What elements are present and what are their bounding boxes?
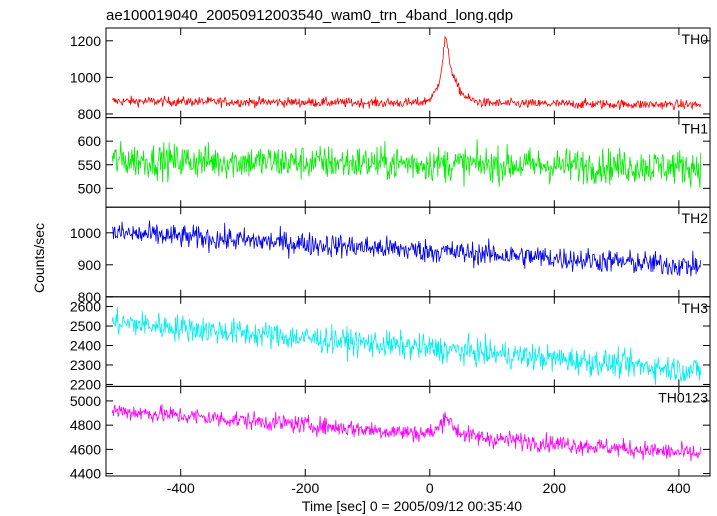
y-tick-label: 4400 bbox=[70, 466, 101, 482]
y-tick-label: 500 bbox=[78, 180, 102, 196]
y-tick-label: 4600 bbox=[70, 441, 101, 457]
y-tick-label: 800 bbox=[78, 289, 102, 305]
x-tick-label: -200 bbox=[291, 480, 319, 496]
y-tick-label: 550 bbox=[78, 157, 102, 173]
series-line-th2 bbox=[111, 220, 702, 277]
y-tick-label: 2500 bbox=[70, 318, 101, 334]
panel-label-th1: TH1 bbox=[682, 121, 709, 137]
x-tick-label: 0 bbox=[426, 480, 434, 496]
y-axis-label: Counts/sec bbox=[31, 223, 47, 293]
y-tick-label: 1200 bbox=[70, 33, 101, 49]
series-line-th1 bbox=[111, 139, 702, 189]
y-tick-label: 2600 bbox=[70, 299, 101, 315]
y-tick-label: 2400 bbox=[70, 337, 101, 353]
y-tick-label: 1000 bbox=[70, 69, 101, 85]
panels: 800 1000 1200 TH0 500 550 600 TH1 800 900 1000 TH2 2… bbox=[70, 27, 711, 496]
panel-label-th2: TH2 bbox=[682, 210, 709, 226]
chart-title: ae100019040_20050912003540_wam0_trn_4ban… bbox=[106, 7, 513, 24]
panel-label-th3: TH3 bbox=[682, 300, 709, 316]
y-tick-label: 5000 bbox=[70, 393, 101, 409]
y-tick-label: 800 bbox=[78, 106, 102, 122]
y-tick-label: 2200 bbox=[70, 376, 101, 392]
x-axis-label: Time [sec] 0 = 2005/09/12 00:35:40 bbox=[302, 498, 522, 514]
y-tick-label: 2300 bbox=[70, 357, 101, 373]
y-tick-label: 4800 bbox=[70, 417, 101, 433]
panel-label-th0: TH0 bbox=[682, 31, 709, 47]
y-tick-label: 1000 bbox=[70, 225, 101, 241]
y-tick-label: 900 bbox=[78, 257, 102, 273]
y-tick-label: 600 bbox=[78, 133, 102, 149]
x-tick-label: 400 bbox=[667, 480, 691, 496]
series-line-th0 bbox=[111, 35, 702, 111]
x-tick-label: 200 bbox=[543, 480, 567, 496]
series-line-th0123 bbox=[111, 403, 702, 462]
x-tick-label: -400 bbox=[167, 480, 195, 496]
series-line-th3 bbox=[111, 307, 702, 385]
panel-frame-th0123 bbox=[105, 385, 711, 477]
panel-label-th0123: TH0123 bbox=[658, 389, 708, 405]
